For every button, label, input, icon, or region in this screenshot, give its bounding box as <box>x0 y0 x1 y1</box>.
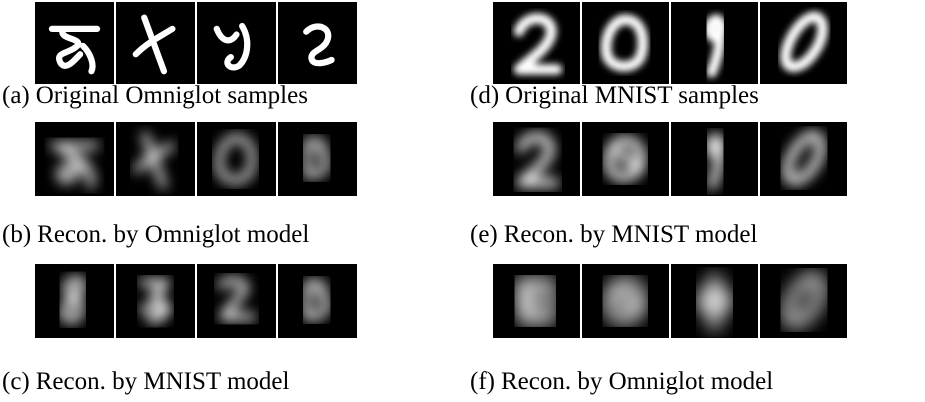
caption: (d)Original MNIST samples <box>470 82 759 109</box>
image-row <box>35 122 357 196</box>
caption-text: Original MNIST samples <box>505 82 759 109</box>
caption-label: (e) <box>470 221 498 248</box>
caption: (b)Recon. by Omniglot model <box>2 221 309 248</box>
caption-text: Recon. by Omniglot model <box>37 221 309 248</box>
caption: (c)Recon. by MNIST model <box>2 368 289 395</box>
sample-image <box>197 2 276 84</box>
caption: (a)Original Omniglot samples <box>2 82 308 109</box>
caption: (f)Recon. by Omniglot model <box>470 368 773 395</box>
sample-image <box>760 264 847 338</box>
sample-image <box>278 2 357 84</box>
caption: (e)Recon. by MNIST model <box>470 221 757 248</box>
figure: (a)Original Omniglot samples(b)Recon. by… <box>0 0 925 402</box>
image-row <box>493 122 847 196</box>
caption-label: (d) <box>470 82 499 109</box>
sample-image <box>760 122 847 196</box>
sample-image <box>493 264 580 338</box>
sample-image <box>197 122 276 196</box>
caption-text: Original Omniglot samples <box>36 82 308 109</box>
caption-text: Recon. by MNIST model <box>36 368 290 395</box>
sample-image <box>278 264 357 338</box>
caption-label: (c) <box>2 368 30 395</box>
caption-text: Recon. by MNIST model <box>504 221 758 248</box>
page: {"figure": {"panels": [ {"label": "(a)",… <box>0 0 925 402</box>
image-row <box>493 2 847 84</box>
caption-label: (a) <box>2 82 30 109</box>
caption-label: (f) <box>470 368 495 395</box>
image-row <box>35 264 357 338</box>
sample-image <box>278 122 357 196</box>
image-row <box>35 2 357 84</box>
image-row <box>493 264 847 338</box>
caption-text: Recon. by Omniglot model <box>501 368 773 395</box>
caption-label: (b) <box>2 221 31 248</box>
sample-image <box>760 2 847 84</box>
